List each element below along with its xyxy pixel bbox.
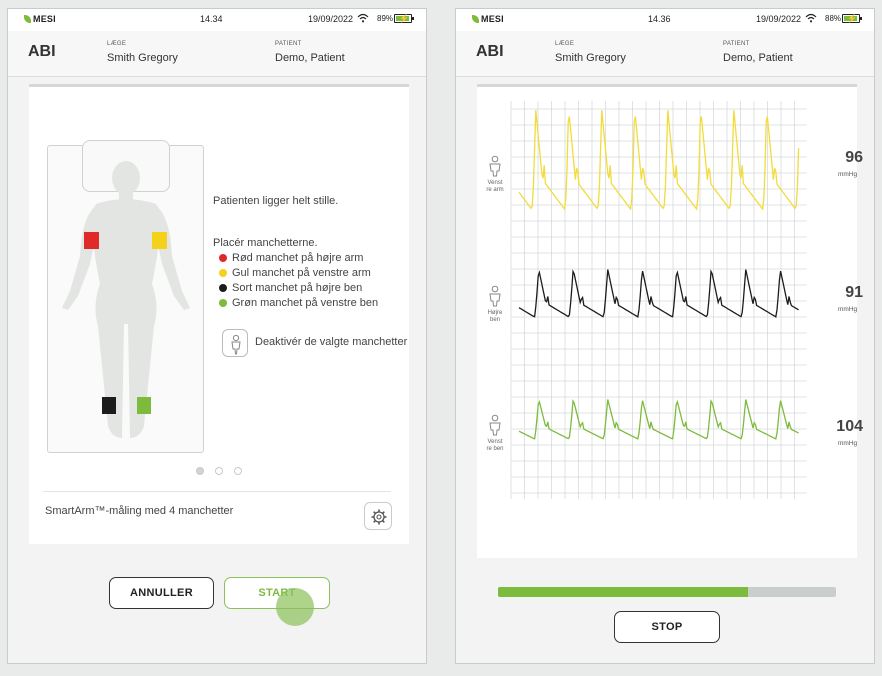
doctor-name: Smith Gregory	[107, 52, 178, 64]
wifi-icon	[357, 13, 369, 23]
instruction-place-cuffs: Placér manchetterne.	[213, 237, 318, 249]
yellow-dot-icon	[219, 269, 227, 277]
battery-icon: ⚡	[394, 14, 414, 23]
right-leg-pressure-unit: mmHg	[838, 306, 858, 313]
clock: 14.34	[200, 14, 223, 24]
right-leg-cuff-indicator: Højre ben	[480, 285, 510, 324]
leaf-icon	[472, 15, 479, 23]
left-leg-cuff-indicator: Venst re ben	[480, 414, 510, 453]
instruction-lie-still: Patienten ligger helt stille.	[213, 195, 339, 207]
list-item: Gul manchet på venstre arm	[219, 266, 378, 281]
brand-logo: MESI	[24, 14, 56, 24]
brand-logo: MESI	[472, 14, 504, 24]
left-arm-pressure-value: 96	[845, 149, 863, 166]
patient-bed-diagram	[47, 140, 204, 453]
divider	[43, 491, 391, 492]
waveform-2	[518, 269, 799, 318]
measurement-mode: SmartArm™-måling med 4 manchetter	[45, 505, 234, 517]
left-arm-pressure-unit: mmHg	[838, 171, 858, 178]
clock: 14.36	[648, 14, 671, 24]
date: 19/09/2022	[756, 14, 802, 24]
person-toggle-icon[interactable]	[222, 329, 248, 357]
green-cuff-marker	[137, 397, 151, 414]
instruction-card: Patienten ligger helt stille. Placér man…	[29, 84, 409, 544]
pager-dot-3[interactable]	[234, 467, 242, 475]
status-bar: MESI 14.34 19/09/2022 89% ⚡	[8, 9, 426, 31]
patient-name: Demo, Patient	[275, 52, 345, 64]
leaf-icon	[24, 15, 31, 23]
stop-button[interactable]: STOP	[614, 611, 720, 643]
list-item: Rød manchet på højre arm	[219, 251, 378, 266]
person-icon	[489, 285, 501, 307]
list-item: Sort manchet på højre ben	[219, 281, 378, 296]
settings-button[interactable]	[364, 502, 392, 530]
touch-indicator	[276, 588, 314, 626]
device-screen-setup: MESI 14.34 19/09/2022 89% ⚡ ABI LÆGE Smi…	[7, 8, 427, 664]
doctor-label: LÆGE	[107, 41, 127, 47]
device-screen-measuring: MESI 14.36 19/09/2022 88% ⚡ ABI LÆGE Smi…	[455, 8, 875, 664]
black-dot-icon	[219, 284, 227, 292]
gear-icon	[371, 509, 387, 525]
person-icon	[489, 414, 501, 436]
app-title: ABI	[476, 43, 504, 60]
green-dot-icon	[219, 299, 227, 307]
red-cuff-marker	[84, 232, 99, 249]
brand-name: MESI	[481, 14, 504, 24]
cuff-list: Rød manchet på højre arm Gul manchet på …	[219, 251, 378, 311]
pulse-waveforms	[510, 101, 807, 499]
patient-label: PATIENT	[275, 41, 302, 47]
deactivate-cuffs-link[interactable]: Deaktivér de valgte manchetter	[255, 336, 408, 348]
pager-dot-2[interactable]	[215, 467, 223, 475]
right-leg-pressure-value: 91	[845, 284, 863, 301]
battery-percent: 88%	[825, 14, 842, 23]
battery-icon: ⚡	[842, 14, 862, 23]
doctor-label: LÆGE	[555, 41, 575, 47]
status-bar: MESI 14.36 19/09/2022 88% ⚡	[456, 9, 874, 31]
body-silhouette	[62, 161, 190, 438]
app-header: ABI LÆGE Smith Gregory PATIENT Demo, Pat…	[456, 31, 874, 77]
progress-fill	[498, 587, 749, 597]
left-leg-pressure-unit: mmHg	[838, 440, 858, 447]
waveform-1	[518, 110, 800, 211]
left-leg-pressure-value: 104	[836, 418, 863, 435]
yellow-cuff-marker	[152, 232, 167, 249]
waveform-card: Venst re arm Højre ben Venst re ben 96 m…	[477, 84, 863, 597]
brand-name: MESI	[33, 14, 56, 24]
red-dot-icon	[219, 254, 227, 262]
app-header: ABI LÆGE Smith Gregory PATIENT Demo, Pat…	[8, 31, 426, 77]
battery-percent: 89%	[377, 14, 394, 23]
pager-dot-1[interactable]	[196, 467, 204, 475]
patient-label: PATIENT	[723, 41, 750, 47]
app-title: ABI	[28, 43, 56, 60]
doctor-name: Smith Gregory	[555, 52, 626, 64]
black-cuff-marker	[102, 397, 116, 414]
wifi-icon	[805, 13, 817, 23]
date: 19/09/2022	[308, 14, 354, 24]
cancel-button[interactable]: ANNULLER	[109, 577, 214, 609]
measurement-progress-bar	[498, 587, 836, 597]
left-arm-cuff-indicator: Venst re arm	[480, 155, 510, 194]
patient-name: Demo, Patient	[723, 52, 793, 64]
list-item: Grøn manchet på venstre ben	[219, 296, 378, 311]
waveform-3	[518, 399, 799, 440]
person-icon	[489, 155, 501, 177]
